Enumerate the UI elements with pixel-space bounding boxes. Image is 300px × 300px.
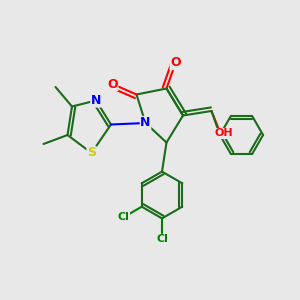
Text: Cl: Cl [156, 234, 168, 244]
Text: O: O [170, 56, 181, 70]
Text: S: S [87, 146, 96, 160]
Text: N: N [91, 94, 101, 107]
Text: O: O [107, 77, 118, 91]
Text: OH: OH [214, 128, 233, 139]
Text: Cl: Cl [118, 212, 130, 222]
Text: N: N [140, 116, 151, 130]
